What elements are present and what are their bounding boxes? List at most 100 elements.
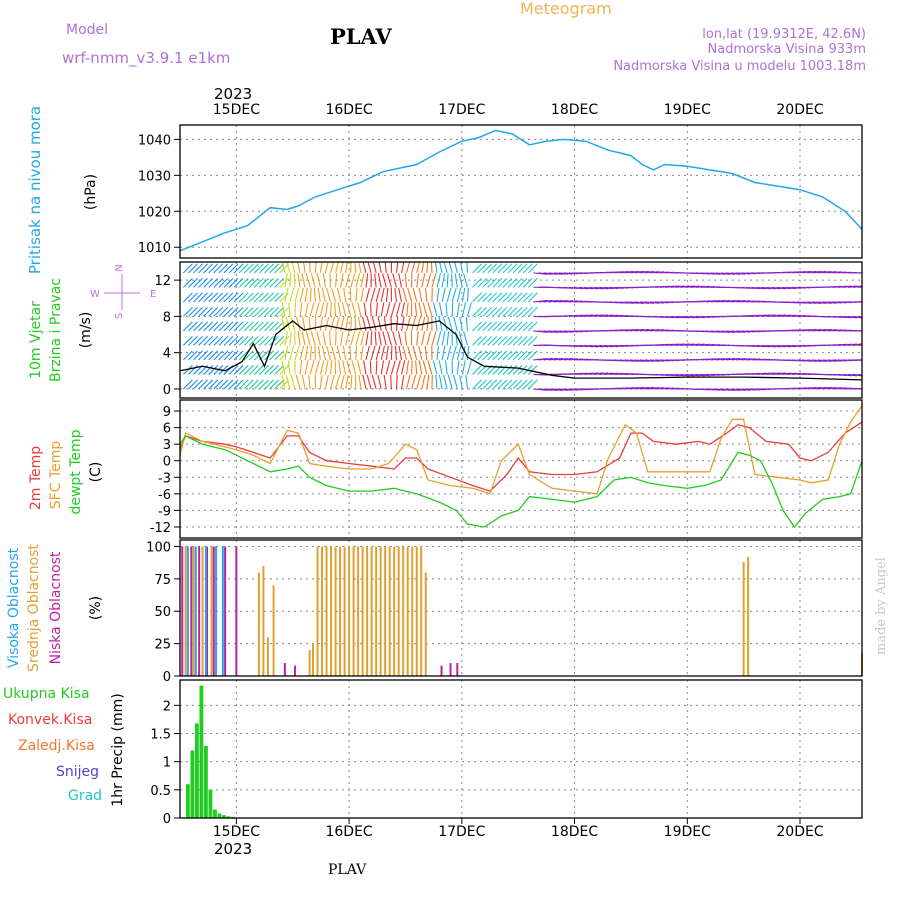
wind-barb <box>383 374 387 390</box>
wind-barb <box>527 336 538 346</box>
wind-barb <box>238 292 249 303</box>
wind-barb <box>527 307 538 317</box>
wind-barb <box>522 336 533 346</box>
wind-barb <box>416 262 421 274</box>
wind-barb <box>351 302 357 317</box>
wind-barb <box>213 277 224 288</box>
wind-barb <box>477 321 487 332</box>
wind-barb <box>243 307 254 317</box>
wind-barb <box>264 292 274 303</box>
wind-barb <box>238 350 249 361</box>
wind-barb <box>340 374 345 390</box>
cloud-bar-mid <box>308 650 311 676</box>
wind-barb <box>328 331 332 346</box>
wind-barb <box>362 374 367 390</box>
wind-barb <box>198 277 208 288</box>
wind-barb <box>213 350 224 361</box>
wind-barb <box>507 307 518 317</box>
wind-barb <box>233 379 244 390</box>
wind-barb <box>296 262 301 274</box>
wind-barb <box>350 374 353 389</box>
wind-barb <box>281 302 286 317</box>
x-tick-label-top: 18DEC <box>551 102 598 118</box>
precip-bar <box>199 685 204 818</box>
wind-barb <box>193 379 203 390</box>
wind-barb <box>238 277 249 288</box>
wind-barb <box>279 292 290 303</box>
wind-barb <box>507 350 518 361</box>
wind-barb <box>463 331 468 346</box>
pressure-ylabel: (hPa) <box>83 174 99 210</box>
wind-barb <box>203 365 214 375</box>
wind-barb <box>512 292 523 303</box>
wind-barb <box>451 345 457 361</box>
wind-barb <box>345 374 349 390</box>
precip-legend-item: Grad <box>68 788 102 804</box>
wind-barb <box>463 273 468 288</box>
wind-barb <box>502 336 513 346</box>
wind-barb <box>223 379 234 390</box>
cloud-bar-high <box>221 546 224 676</box>
wind-barb <box>349 345 352 360</box>
wind-barb <box>213 307 224 317</box>
wind-barb <box>290 316 296 332</box>
wind-barb <box>382 331 387 346</box>
wind-barb <box>294 345 300 361</box>
cloud-bar-mid <box>257 572 260 676</box>
wind-barb <box>346 360 352 375</box>
wind-barb <box>329 302 332 317</box>
wind-barb <box>238 307 249 317</box>
wind-barb <box>188 350 198 361</box>
wind-barb <box>203 350 214 361</box>
wind-barb <box>331 345 337 361</box>
wind-barb <box>371 374 377 390</box>
x-axis-bottom: 15DEC 16DEC 17DEC 18DEC 19DEC 20DEC <box>213 818 824 840</box>
precip-bar <box>208 789 213 818</box>
wind-barb <box>472 379 482 390</box>
wind-barb <box>295 316 301 332</box>
wind-barb <box>522 379 533 390</box>
wind-barb <box>406 316 411 332</box>
wind-barb <box>238 321 249 332</box>
x-tick-label-top: 17DEC <box>438 102 485 118</box>
wind-barb <box>335 374 341 390</box>
wind-barb <box>264 321 274 332</box>
precip-legend-item: Ukupna Kisa <box>3 686 90 702</box>
wind-barb <box>502 379 513 390</box>
wind-barb <box>482 263 493 274</box>
wind-barb <box>208 277 219 288</box>
wind-barb <box>502 292 513 303</box>
sfc-temp-line <box>179 405 863 495</box>
wind-barb <box>427 360 433 375</box>
wind-barb <box>243 263 254 274</box>
wind-barb <box>426 331 432 346</box>
wind-barb <box>233 365 244 375</box>
wind-barb <box>259 277 269 288</box>
wind-barb <box>441 287 446 303</box>
wind-barb <box>259 307 269 317</box>
wind-barb <box>453 374 458 390</box>
wind-barb <box>309 262 311 273</box>
wind-barb <box>188 365 198 375</box>
wind-barb <box>497 292 508 303</box>
wind-barb <box>309 345 313 360</box>
wind-barb <box>517 336 528 346</box>
wind-barb <box>188 263 198 274</box>
wind-barb <box>472 365 482 375</box>
x-axis-top: 15DEC 16DEC 17DEC 18DEC 19DEC 20DEC <box>213 102 824 118</box>
cloud-bar-mid <box>352 546 355 676</box>
wind-barb <box>422 360 428 375</box>
wind-barb <box>269 292 280 303</box>
wind-barb <box>238 379 249 390</box>
wind-barb <box>208 307 219 317</box>
cloud-ytick-label: 75 <box>154 573 171 588</box>
wind-barb <box>324 302 329 317</box>
x-tick-label-bottom: 18DEC <box>551 824 598 840</box>
cloud-bar-high <box>204 546 207 676</box>
wind-barb <box>269 277 280 288</box>
wind-barb <box>314 262 317 273</box>
precip-ytick-label: 1.5 <box>150 728 171 743</box>
wind-barb <box>274 307 285 317</box>
cloud-bar-mid <box>316 546 319 676</box>
wind-barb <box>301 374 306 390</box>
